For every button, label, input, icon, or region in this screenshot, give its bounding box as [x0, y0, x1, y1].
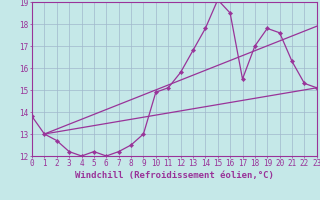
X-axis label: Windchill (Refroidissement éolien,°C): Windchill (Refroidissement éolien,°C)	[75, 171, 274, 180]
